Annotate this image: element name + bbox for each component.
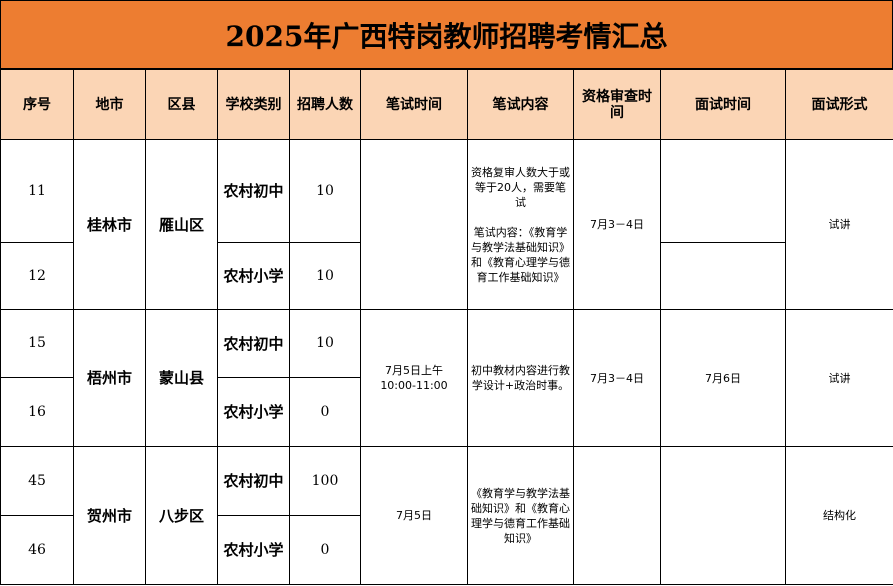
recruit-count: 10 (289, 309, 361, 378)
review-time (573, 446, 661, 585)
exam-table: 序号 地市 区县 学校类别 招聘人数 笔试时间 笔试内容 资格审查时间 面试时间… (0, 69, 893, 585)
header-interview-time: 面试时间 (660, 69, 786, 140)
table-row: 45 贺州市 八步区 农村初中 100 7月5日 《教育学与教学法基础知识》和《… (0, 446, 893, 585)
row-no: 45 (0, 446, 74, 516)
review-time: 7月3－4日 (573, 139, 661, 310)
header-interview-form: 面试形式 (785, 69, 893, 140)
school-type: 农村小学 (217, 242, 290, 310)
written-content: 资格复审人数大于或等于20人，需要笔试 笔试内容：《教育学与教学法基础知识》和《… (467, 139, 574, 310)
header-county: 区县 (145, 69, 218, 140)
written-time (360, 139, 468, 310)
table-row: 46 农村小学 0 (0, 515, 893, 585)
written-content: 《教育学与教学法基础知识》和《教育心理学与德育工作基础知识》 (467, 446, 574, 585)
school-type: 农村初中 (217, 309, 290, 378)
interview-time (660, 139, 786, 243)
interview-form: 试讲 (785, 309, 893, 447)
header-school-type: 学校类别 (217, 69, 290, 140)
interview-time: 7月6日 (660, 309, 786, 447)
row-no: 11 (0, 139, 74, 243)
header-written-time: 笔试时间 (360, 69, 468, 140)
page-title: 2025年广西特岗教师招聘考情汇总 (0, 0, 893, 69)
recruit-count: 0 (289, 377, 361, 447)
row-no: 15 (0, 309, 74, 378)
school-type: 农村小学 (217, 515, 290, 585)
header-count: 招聘人数 (289, 69, 361, 140)
school-type: 农村小学 (217, 377, 290, 447)
row-no: 16 (0, 377, 74, 447)
table-row: 16 农村小学 0 (0, 377, 893, 447)
city: 梧州市 (73, 309, 146, 447)
written-content: 初中教材内容进行教学设计+政治时事。 (467, 309, 574, 447)
school-type: 农村初中 (217, 139, 290, 243)
interview-form: 结构化 (785, 446, 893, 585)
recruit-count: 10 (289, 242, 361, 310)
county: 八步区 (145, 446, 218, 585)
row-no: 46 (0, 515, 74, 585)
header-city: 地市 (73, 69, 146, 140)
county: 蒙山县 (145, 309, 218, 447)
interview-form: 试讲 (785, 139, 893, 310)
city: 贺州市 (73, 446, 146, 585)
recruit-count: 100 (289, 446, 361, 516)
header-review-time: 资格审查时间 (573, 69, 661, 140)
row-no: 12 (0, 242, 74, 310)
interview-time (660, 446, 786, 585)
city: 桂林市 (73, 139, 146, 310)
table-row: 11 桂林市 雁山区 农村初中 10 资格复审人数大于或等于20人，需要笔试 笔… (0, 139, 893, 310)
recruit-count: 0 (289, 515, 361, 585)
table-row: 15 梧州市 蒙山县 农村初中 10 7月5日上午 10:00-11:00 初中… (0, 309, 893, 447)
recruit-count: 10 (289, 139, 361, 243)
written-time: 7月5日 (360, 446, 468, 585)
school-type: 农村初中 (217, 446, 290, 516)
review-time: 7月3－4日 (573, 309, 661, 447)
county: 雁山区 (145, 139, 218, 310)
header-written-content: 笔试内容 (467, 69, 574, 140)
header-row: 序号 地市 区县 学校类别 招聘人数 笔试时间 笔试内容 资格审查时间 面试时间… (0, 69, 893, 140)
header-no: 序号 (0, 69, 74, 140)
table-row: 12 农村小学 10 (0, 242, 893, 310)
written-time: 7月5日上午 10:00-11:00 (360, 309, 468, 447)
interview-time (660, 242, 786, 310)
